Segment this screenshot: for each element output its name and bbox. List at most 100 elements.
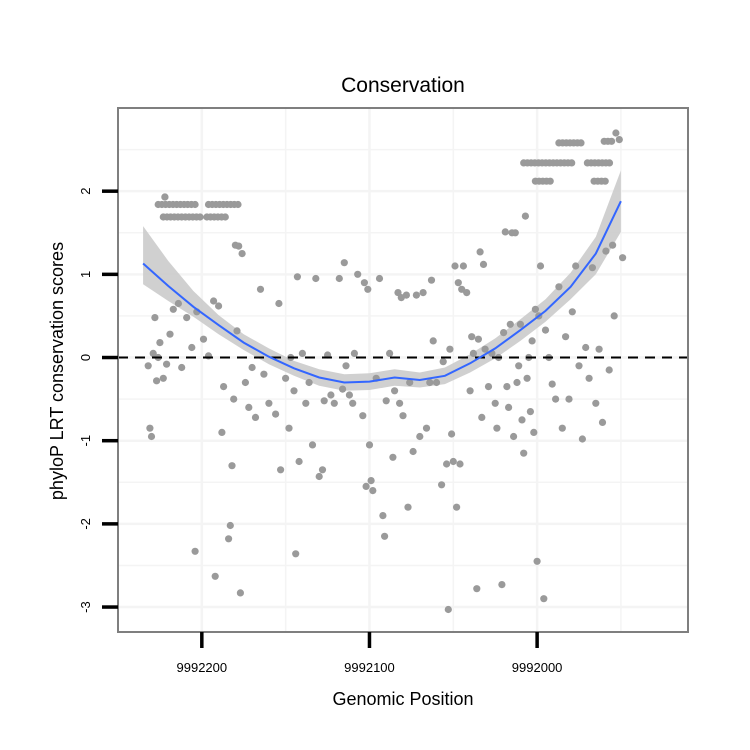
data-point bbox=[501, 228, 509, 236]
data-point bbox=[251, 413, 260, 421]
data-point bbox=[302, 399, 310, 407]
data-point bbox=[174, 299, 182, 308]
confidence-ribbon-layer bbox=[143, 170, 621, 391]
data-point bbox=[416, 432, 424, 441]
data-point bbox=[575, 362, 583, 370]
data-point bbox=[151, 314, 159, 322]
data-point bbox=[290, 387, 298, 395]
data-point bbox=[156, 339, 164, 347]
data-point bbox=[318, 466, 327, 474]
data-point bbox=[469, 349, 477, 357]
data-point bbox=[359, 412, 367, 420]
data-point bbox=[386, 349, 394, 357]
data-point bbox=[320, 397, 328, 405]
data-point bbox=[449, 457, 457, 466]
x-axis: 9992200 9992100 9992000 bbox=[177, 632, 563, 675]
data-point bbox=[443, 460, 451, 468]
data-point bbox=[226, 521, 234, 530]
data-point bbox=[285, 424, 293, 432]
data-point bbox=[245, 403, 253, 411]
data-point bbox=[516, 320, 525, 328]
data-point bbox=[178, 363, 186, 372]
data-point bbox=[511, 229, 519, 237]
data-point bbox=[605, 366, 613, 374]
data-point bbox=[533, 557, 541, 565]
data-point bbox=[345, 391, 353, 399]
data-point bbox=[191, 547, 199, 555]
data-point bbox=[595, 345, 603, 353]
data-point bbox=[149, 349, 157, 357]
data-point bbox=[360, 279, 368, 287]
y-axis: -3 -2 -1 0 1 2 bbox=[78, 188, 118, 613]
data-point bbox=[404, 503, 412, 511]
data-point bbox=[409, 447, 417, 456]
confidence-ribbon bbox=[143, 170, 621, 391]
data-point bbox=[609, 241, 617, 249]
data-point bbox=[552, 395, 560, 403]
data-point bbox=[375, 274, 384, 283]
data-point bbox=[468, 333, 476, 341]
data-point bbox=[444, 605, 452, 614]
data-point bbox=[605, 159, 614, 167]
data-point bbox=[432, 378, 441, 387]
data-point bbox=[236, 589, 244, 597]
data-point bbox=[612, 129, 620, 137]
y-tick-label: -3 bbox=[78, 601, 93, 613]
data-point bbox=[220, 383, 228, 391]
data-point bbox=[406, 378, 414, 387]
data-point bbox=[211, 572, 219, 580]
data-point bbox=[234, 200, 242, 209]
data-point bbox=[146, 424, 154, 432]
data-point bbox=[362, 482, 370, 490]
data-point bbox=[210, 297, 218, 305]
data-point bbox=[218, 428, 226, 436]
data-point bbox=[548, 380, 556, 388]
points-layer bbox=[144, 129, 627, 614]
data-point bbox=[379, 511, 387, 520]
data-point bbox=[601, 177, 609, 185]
data-point bbox=[466, 387, 474, 395]
data-point bbox=[459, 262, 467, 270]
data-point bbox=[298, 349, 306, 357]
data-point bbox=[147, 432, 156, 441]
data-point bbox=[235, 242, 243, 250]
data-point bbox=[484, 383, 493, 391]
data-point bbox=[230, 395, 238, 403]
data-point bbox=[422, 424, 431, 432]
data-point bbox=[340, 259, 348, 267]
data-point bbox=[454, 279, 462, 287]
gridlines bbox=[117, 108, 688, 632]
data-point bbox=[615, 136, 623, 144]
data-point bbox=[530, 428, 538, 436]
y-tick-label: -1 bbox=[78, 435, 93, 447]
data-point bbox=[166, 330, 174, 338]
data-point bbox=[536, 262, 545, 270]
data-point bbox=[260, 370, 268, 378]
data-point bbox=[513, 378, 521, 387]
data-point bbox=[399, 412, 407, 420]
data-point bbox=[463, 289, 471, 297]
data-point bbox=[225, 535, 233, 543]
data-point bbox=[546, 177, 554, 185]
data-point bbox=[562, 333, 570, 341]
data-point bbox=[451, 262, 459, 270]
data-point bbox=[350, 349, 358, 357]
data-point bbox=[500, 329, 508, 337]
data-point bbox=[568, 308, 576, 316]
data-point bbox=[493, 424, 501, 432]
data-point bbox=[540, 595, 548, 603]
x-tick-label: 9992000 bbox=[512, 660, 563, 675]
data-point bbox=[293, 273, 301, 281]
data-point bbox=[265, 399, 273, 407]
data-point bbox=[565, 395, 573, 403]
x-axis-title: Genomic Position bbox=[332, 689, 473, 709]
data-point bbox=[479, 260, 488, 268]
data-point bbox=[282, 374, 290, 382]
data-point bbox=[505, 403, 513, 411]
data-point bbox=[558, 424, 566, 432]
data-point bbox=[369, 487, 377, 495]
data-point bbox=[277, 466, 285, 474]
data-point bbox=[391, 387, 399, 395]
data-point bbox=[598, 418, 607, 426]
